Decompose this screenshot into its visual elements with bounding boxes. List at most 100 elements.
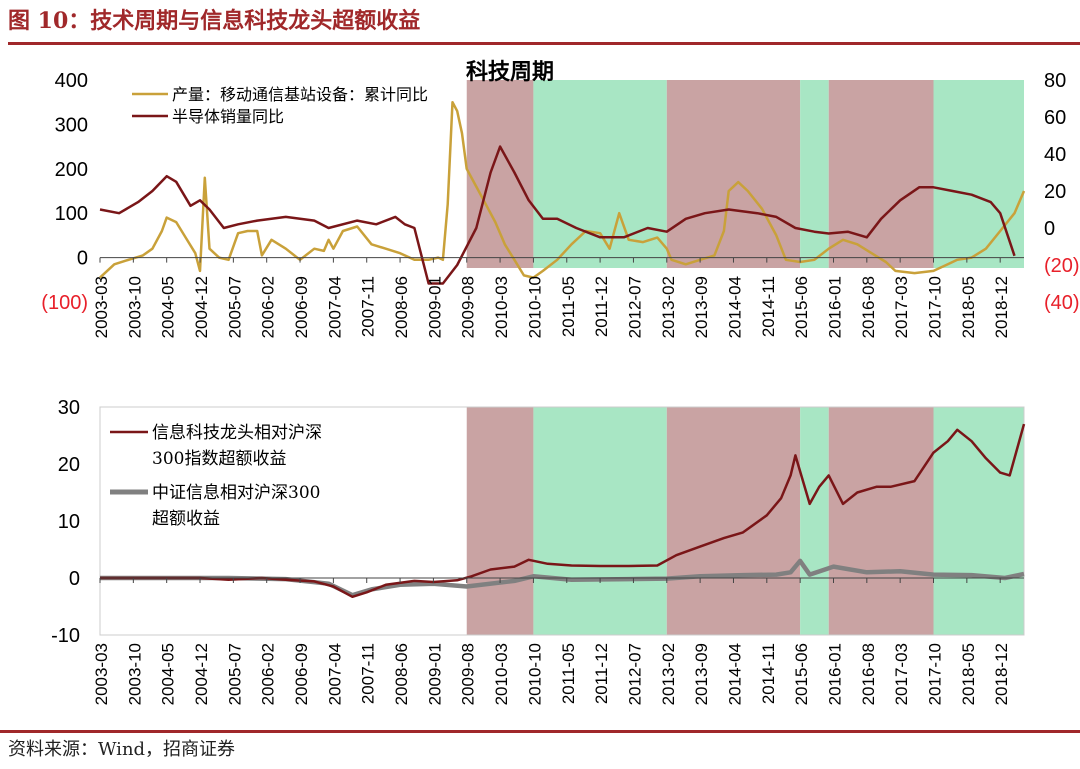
top-left-tick-label: (100)	[41, 292, 88, 314]
bottom-x-tick-label: 2010-10	[525, 643, 544, 705]
bottom-x-tick-label: 2009-08	[459, 643, 478, 705]
bottom-x-tick-label: 2017-10	[926, 643, 945, 705]
top-left-tick-label: 200	[55, 159, 88, 181]
top-x-tick-label: 2006-09	[292, 276, 311, 338]
bottom-x-tick-label: 2011-12	[592, 643, 611, 704]
bottom-x-tick-label: 2011-05	[559, 643, 578, 704]
top-series-line-semiconductor	[99, 145, 1016, 285]
top-series-line-production	[99, 100, 1026, 279]
top-x-tick-label: 2017-03	[892, 276, 911, 338]
top-x-tick-label: 2005-07	[225, 276, 244, 338]
top-x-tick-label: 2004-12	[192, 276, 211, 338]
bottom-x-tick-label: 2016-08	[859, 643, 878, 705]
bottom-band-down-2	[666, 407, 801, 635]
top-right-tick-label: 80	[1044, 70, 1066, 92]
top-x-tick-label: 2007-04	[325, 276, 344, 338]
bottom-x-tick-label: 2006-02	[259, 643, 278, 705]
bottom-series-line-leaders	[100, 423, 1026, 599]
top-left-tick-label: 100	[55, 203, 88, 225]
top-legend: 产量：移动通信基站设备：累计同比 半导体销量同比	[132, 85, 428, 126]
bottom-x-tick-label: 2014-11	[759, 643, 778, 704]
top-right-tick-label: (40)	[1044, 292, 1080, 314]
bottom-y-tick-label: 30	[58, 397, 80, 419]
bottom-y-tick-label: 0	[69, 568, 80, 590]
top-series-group	[99, 100, 1026, 285]
top-right-tick-label: 0	[1044, 218, 1055, 240]
top-x-tick-label: 2009-01	[425, 276, 444, 338]
top-x-tick-label: 2014-04	[725, 276, 744, 338]
bottom-legend-label-leaders-line1: 信息科技龙头相对沪深	[152, 423, 322, 443]
bottom-band-up-5	[933, 407, 1024, 635]
bottom-x-tick-label: 2013-09	[692, 643, 711, 705]
top-left-axis: 400 300 200 100 0 (100)	[41, 70, 88, 314]
top-band-down-4	[828, 80, 934, 268]
top-x-tick-label: 2011-12	[592, 276, 611, 337]
top-x-tick-label: 2014-11	[759, 276, 778, 337]
top-x-tick-label: 2004-05	[159, 276, 178, 338]
top-x-tick-label: 2007-11	[359, 276, 378, 337]
bottom-legend-label-leaders: 信息科技龙头相对沪深 300指数超额收益	[152, 423, 327, 469]
top-x-tick-label: 2003-10	[125, 276, 144, 338]
top-x-tick-label: 2010-10	[525, 276, 544, 338]
top-legend-label-production: 产量：移动通信基站设备：累计同比	[172, 85, 428, 104]
top-x-tick-label: 2017-10	[926, 276, 945, 338]
bottom-legend-label-leaders-line2: 300指数超额收益	[152, 449, 286, 469]
top-left-tick-label: 400	[55, 70, 88, 92]
bottom-x-tick-label: 2017-03	[892, 643, 911, 705]
top-x-tick-label: 2015-06	[792, 276, 811, 338]
bottom-band-up-1	[533, 407, 667, 635]
bottom-x-tick-label: 2013-02	[659, 643, 678, 705]
bottom-x-tick-label: 2010-03	[492, 643, 511, 705]
bottom-legend-label-index-line1: 中证信息相对沪深300	[152, 483, 320, 503]
bottom-x-tick-label: 2006-09	[292, 643, 311, 705]
bottom-y-tick-label: 10	[58, 511, 80, 533]
bottom-band-down-0	[466, 407, 534, 635]
top-left-tick-label: 0	[77, 248, 88, 270]
top-right-tick-label: 40	[1044, 144, 1066, 166]
bottom-x-tick-label: 2016-01	[825, 643, 844, 705]
bottom-legend-label-index: 中证信息相对沪深300 超额收益	[152, 483, 326, 529]
bottom-band-up-3	[800, 407, 829, 635]
bottom-x-tick-label: 2003-03	[92, 643, 111, 705]
bottom-x-tick-label: 2007-11	[359, 643, 378, 704]
top-band-down-0	[466, 80, 534, 268]
top-x-tick-label: 2011-05	[559, 276, 578, 337]
top-x-tick-label: 2018-12	[992, 276, 1011, 338]
top-x-axis: 2003-03 2003-10 2004-05 2004-12 2005-07 2006-…	[92, 257, 1024, 338]
bottom-x-tick-label: 2015-06	[792, 643, 811, 705]
top-chart-title: 科技周期	[466, 59, 554, 84]
bottom-x-tick-label: 2008-06	[392, 643, 411, 705]
top-right-tick-label: 60	[1044, 107, 1066, 129]
top-legend-label-semiconductor: 半导体销量同比	[172, 107, 284, 126]
bottom-x-tick-label: 2005-07	[225, 643, 244, 705]
top-cycle-bands	[466, 80, 1024, 268]
top-x-tick-label: 2013-02	[659, 276, 678, 338]
top-x-tick-label: 2018-05	[959, 276, 978, 338]
figure-title: 图 10：技术周期与信息科技龙头超额收益	[8, 8, 421, 34]
top-x-tick-label: 2016-01	[825, 276, 844, 338]
top-x-tick-label: 2006-02	[259, 276, 278, 338]
bottom-y-tick-label: -10	[51, 625, 80, 647]
bottom-legend: 信息科技龙头相对沪深 300指数超额收益 中证信息相对沪深300 超额收益	[110, 423, 327, 529]
top-x-tick-label: 2012-07	[625, 276, 644, 338]
top-x-tick-label: 2010-03	[492, 276, 511, 338]
bottom-x-tick-label: 2009-01	[425, 643, 444, 705]
bottom-y-axis: 30 20 10 0 -10	[51, 397, 80, 647]
bottom-x-axis: 2003-03 2003-10 2004-05 2004-12 2005-07 2006-…	[92, 577, 1024, 705]
bottom-plot-frame	[99, 406, 1025, 636]
top-band-down-2	[666, 80, 801, 268]
bottom-x-tick-label: 2007-04	[325, 643, 344, 705]
bottom-x-tick-label: 2004-12	[192, 643, 211, 705]
top-right-tick-label: (20)	[1044, 255, 1080, 277]
top-right-tick-label: 20	[1044, 181, 1066, 203]
bottom-x-tick-label: 2003-10	[125, 643, 144, 705]
bottom-x-tick-label: 2012-07	[625, 643, 644, 705]
bottom-band-down-4	[828, 407, 934, 635]
top-x-tick-label: 2003-03	[92, 276, 111, 338]
bottom-y-tick-label: 20	[58, 454, 80, 476]
title-rule	[8, 42, 1080, 45]
bottom-x-tick-label: 2018-05	[959, 643, 978, 705]
